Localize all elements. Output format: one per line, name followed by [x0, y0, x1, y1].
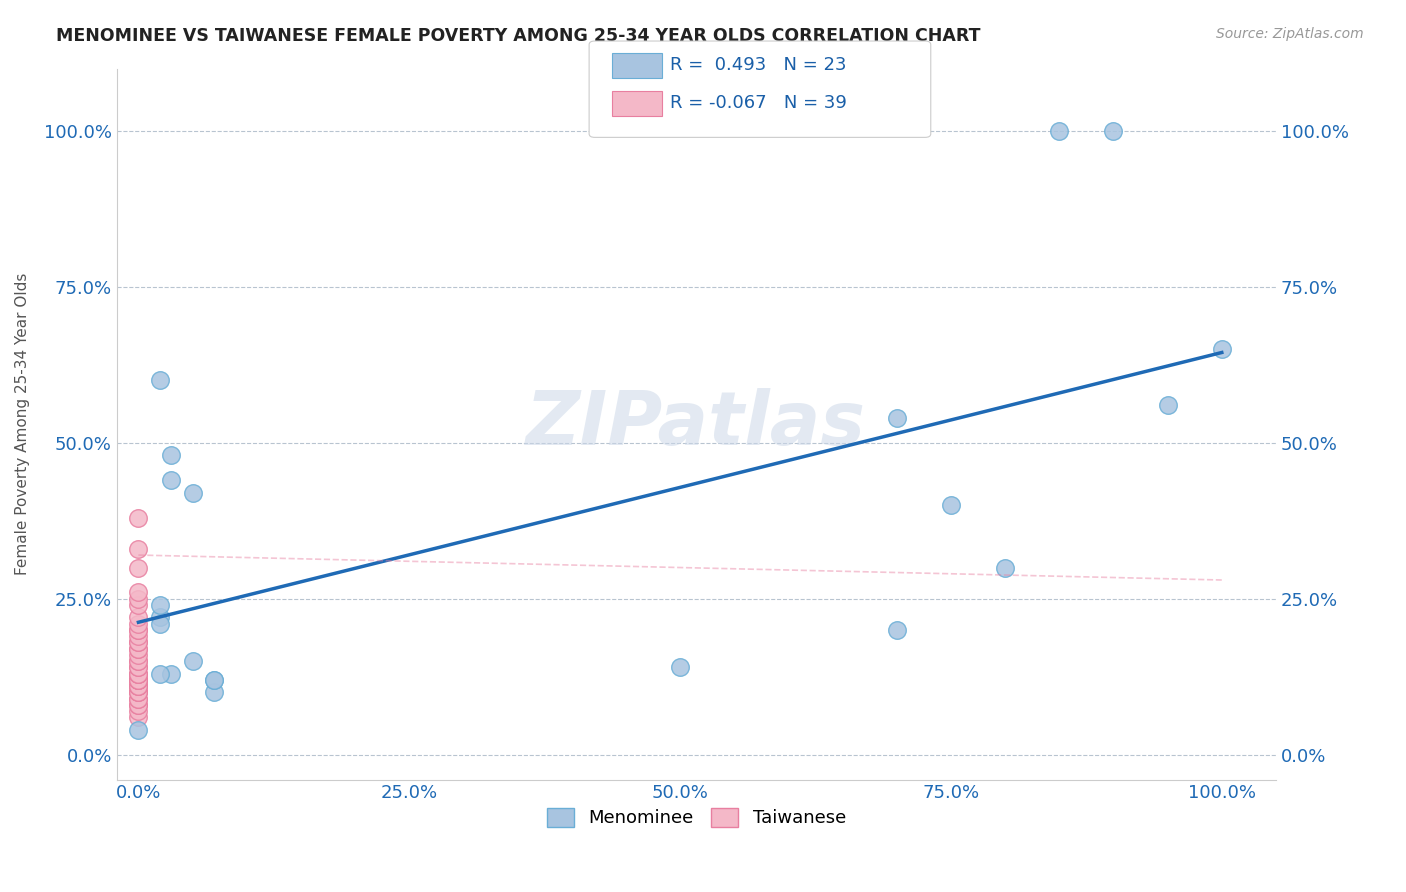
Point	[127, 698, 149, 712]
Point	[202, 685, 225, 699]
Point	[127, 685, 149, 699]
Point	[127, 623, 149, 637]
Point	[127, 616, 149, 631]
Legend: Menominee, Taiwanese: Menominee, Taiwanese	[540, 801, 853, 835]
Point	[127, 673, 149, 687]
Point	[127, 560, 149, 574]
Point	[127, 641, 149, 656]
Point	[160, 666, 183, 681]
Point	[149, 616, 172, 631]
Point	[127, 648, 149, 662]
Point	[160, 448, 183, 462]
Point	[127, 685, 149, 699]
Text: R = -0.067   N = 39: R = -0.067 N = 39	[671, 95, 848, 112]
Point	[127, 635, 149, 649]
Point	[127, 666, 149, 681]
Text: MENOMINEE VS TAIWANESE FEMALE POVERTY AMONG 25-34 YEAR OLDS CORRELATION CHART: MENOMINEE VS TAIWANESE FEMALE POVERTY AM…	[56, 27, 981, 45]
Point	[127, 541, 149, 556]
Point	[127, 510, 149, 524]
Point	[127, 629, 149, 643]
Point	[127, 679, 149, 693]
Point	[127, 641, 149, 656]
Point	[886, 623, 908, 637]
Point	[127, 704, 149, 718]
Point	[149, 610, 172, 624]
Point	[127, 673, 149, 687]
Point	[127, 585, 149, 599]
Point	[149, 373, 172, 387]
Point	[127, 654, 149, 668]
Point	[1102, 124, 1125, 138]
Point	[127, 610, 149, 624]
Point	[1156, 398, 1178, 412]
Point	[127, 723, 149, 737]
Point	[127, 679, 149, 693]
Point	[127, 679, 149, 693]
Point	[127, 691, 149, 706]
Point	[127, 623, 149, 637]
Point	[149, 666, 172, 681]
Point	[127, 691, 149, 706]
Point	[127, 673, 149, 687]
Point	[1211, 342, 1233, 356]
Point	[127, 660, 149, 674]
Point	[160, 473, 183, 487]
Point	[127, 635, 149, 649]
Text: Source: ZipAtlas.com: Source: ZipAtlas.com	[1216, 27, 1364, 41]
Point	[181, 654, 204, 668]
Point	[127, 710, 149, 724]
Point	[939, 498, 962, 512]
Point	[127, 660, 149, 674]
Point	[202, 673, 225, 687]
Point	[127, 685, 149, 699]
Point	[669, 660, 692, 674]
Point	[149, 598, 172, 612]
Point	[886, 410, 908, 425]
Point	[127, 654, 149, 668]
Point	[127, 698, 149, 712]
Text: R =  0.493   N = 23: R = 0.493 N = 23	[671, 56, 846, 74]
Point	[1047, 124, 1070, 138]
Text: ZIPatlas: ZIPatlas	[526, 387, 866, 460]
Point	[994, 560, 1017, 574]
Point	[127, 673, 149, 687]
Point	[127, 666, 149, 681]
Point	[127, 666, 149, 681]
Point	[181, 485, 204, 500]
Point	[127, 598, 149, 612]
Point	[127, 591, 149, 606]
Y-axis label: Female Poverty Among 25-34 Year Olds: Female Poverty Among 25-34 Year Olds	[15, 273, 30, 575]
Point	[202, 673, 225, 687]
